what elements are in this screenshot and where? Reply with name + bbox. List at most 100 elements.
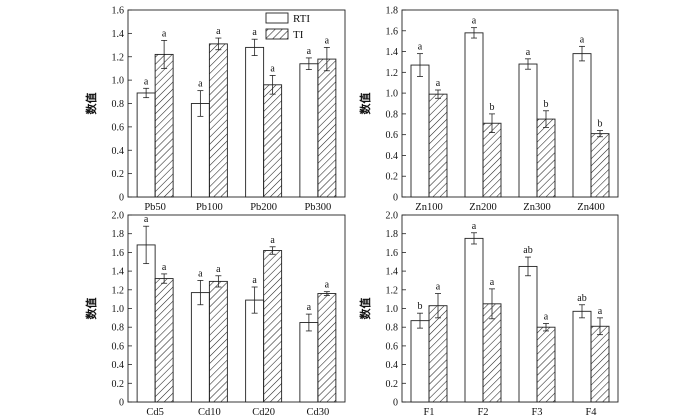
significance-letter: b	[544, 99, 549, 110]
y-tick-label: 2.0	[386, 211, 399, 222]
y-tick-label: 0.2	[112, 169, 125, 180]
x-tick-label: Cd20	[252, 407, 275, 416]
x-tick-label: F2	[477, 407, 488, 416]
y-tick-label: 0.2	[386, 379, 399, 390]
y-tick-label: 0	[393, 193, 398, 204]
y-tick-label: 1.0	[112, 304, 125, 315]
y-tick-label: 2.0	[112, 211, 125, 222]
legend-label-ti: TI	[293, 29, 304, 41]
y-tick-label: 0.4	[386, 360, 399, 371]
panel-pb: 0 0.2 0.4 0.6 0.8 1.0 1.2 1.4 1.6 数值 Pb50 a a Pb100 a a…	[84, 6, 346, 213]
significance-letter: a	[544, 311, 549, 322]
y-tick-label: 1.2	[386, 285, 399, 296]
significance-letter: a	[325, 280, 330, 291]
significance-letter: a	[144, 76, 149, 87]
significance-letter: a	[580, 34, 585, 45]
y-tick-label: 1.6	[386, 248, 399, 259]
x-tick-label: F1	[423, 407, 434, 416]
y-tick-label: 1.0	[386, 89, 399, 100]
bar-ti	[536, 326, 556, 403]
y-tick-label: 0.6	[386, 341, 399, 352]
y-tick-label: 1.0	[386, 304, 399, 315]
y-tick-label: 0.2	[112, 379, 125, 390]
x-tick-label: Zn300	[523, 202, 550, 213]
y-tick-label: 0.2	[386, 172, 399, 183]
significance-letter: b	[418, 301, 423, 312]
x-tick-label: F4	[585, 407, 597, 416]
y-axis-label: 数值	[358, 298, 372, 320]
x-tick-label: Zn200	[469, 202, 496, 213]
panel-fertilizer: 0 0.2 0.4 0.6 0.8 1.0 1.2 1.4 1.6 1.8 2.0 数值 F1 b a F2 a…	[358, 211, 619, 416]
y-tick-label: 1.6	[112, 6, 125, 17]
y-tick-label: 0.4	[112, 146, 125, 157]
y-tick-label: 1.4	[386, 267, 399, 278]
bar-rti	[136, 244, 156, 403]
y-tick-label: 0.6	[112, 122, 125, 133]
significance-letter: a	[307, 46, 312, 57]
significance-letter: a	[436, 282, 441, 293]
significance-letter: a	[526, 47, 531, 58]
bar-ti	[263, 84, 283, 198]
legend: RTI TI	[265, 12, 310, 41]
x-tick-label: Pb300	[304, 202, 331, 213]
bar-rti	[572, 310, 592, 403]
bar-rti	[136, 92, 156, 198]
x-tick-label: Pb100	[196, 202, 223, 213]
bar-ti	[208, 43, 228, 198]
x-tick-label: F3	[531, 407, 542, 416]
y-tick-label: 0	[119, 193, 124, 204]
bar-rti	[572, 53, 592, 198]
bar-ti	[317, 58, 337, 198]
bar-rti	[299, 63, 319, 198]
y-tick-label: 1.2	[112, 285, 125, 296]
bar-ti	[428, 305, 448, 403]
significance-letter: b	[598, 119, 603, 130]
bar-ti	[590, 133, 610, 198]
y-tick-label: 0.6	[386, 130, 399, 141]
significance-letter: a	[198, 268, 203, 279]
y-tick-label: 1.4	[112, 267, 125, 278]
significance-letter: a	[436, 78, 441, 89]
bar-rti	[518, 265, 538, 403]
y-tick-label: 1.4	[386, 47, 399, 58]
y-tick-label: 1.8	[386, 229, 399, 240]
bar-ti	[536, 118, 556, 198]
significance-letter: a	[252, 275, 257, 286]
y-tick-label: 1.2	[112, 52, 125, 63]
bar-ti	[317, 293, 337, 403]
significance-letter: a	[472, 16, 477, 27]
y-tick-label: 0.8	[112, 99, 125, 110]
legend-swatch-ti	[265, 28, 289, 40]
y-tick-label: 1.4	[112, 29, 125, 40]
significance-letter: a	[198, 79, 203, 90]
y-axis-label: 数值	[84, 93, 98, 115]
plot-frame	[401, 9, 619, 198]
significance-letter: a	[490, 277, 495, 288]
significance-letter: a	[307, 302, 312, 313]
bar-rti	[464, 237, 484, 403]
bar-ti	[208, 280, 228, 403]
x-tick-label: Pb200	[250, 202, 277, 213]
bar-ti	[154, 278, 174, 403]
significance-letter: a	[252, 27, 257, 38]
bar-ti	[428, 93, 448, 198]
legend-label-rti: RTI	[293, 13, 310, 25]
bar-rti	[410, 64, 430, 198]
bar-rti	[299, 322, 319, 403]
significance-letter: ab	[577, 293, 586, 304]
y-tick-label: 1.0	[112, 76, 125, 87]
y-tick-label: 0.4	[386, 151, 399, 162]
significance-letter: a	[270, 63, 275, 74]
significance-letter: ab	[523, 245, 532, 256]
x-tick-label: Pb50	[144, 202, 166, 213]
bar-ti	[590, 325, 610, 403]
x-tick-label: Cd10	[198, 407, 221, 416]
x-tick-label: Cd5	[146, 407, 164, 416]
significance-letter: a	[216, 26, 221, 37]
bar-ti	[263, 250, 283, 403]
bar-rti	[464, 32, 484, 198]
panel-zn: 0 0.2 0.4 0.6 0.8 1.0 1.2 1.4 1.6 1.8 数值 Zn100 a a Zn2…	[358, 6, 619, 213]
significance-letter: a	[144, 214, 149, 225]
y-tick-label: 1.2	[386, 68, 399, 79]
